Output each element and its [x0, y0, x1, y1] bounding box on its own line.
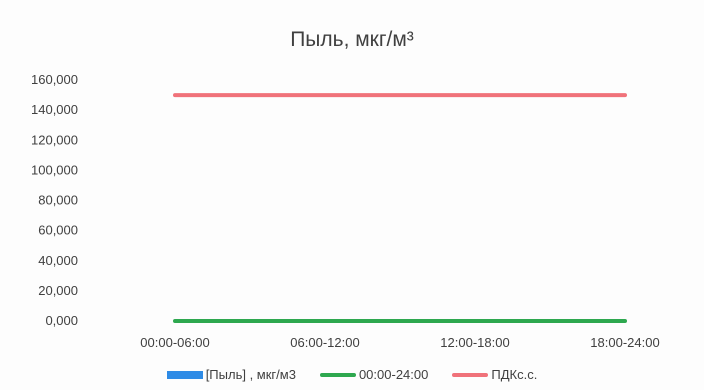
y-tick-label: 100,000 [31, 162, 78, 177]
legend-item-daily: 00:00-24:00 [319, 367, 429, 382]
x-tick-label: 12:00-18:00 [440, 335, 509, 350]
legend-swatch-pdk [452, 372, 489, 377]
y-tick-label: 160,000 [31, 72, 78, 87]
legend-item-pdk: ПДКс.с. [452, 367, 537, 382]
legend-swatch-daily [319, 372, 356, 377]
y-tick-label: 40,000 [38, 253, 78, 268]
legend-label-daily: 00:00-24:00 [358, 367, 429, 382]
y-tick-label: 80,000 [38, 193, 78, 208]
y-tick-label: 0,000 [45, 313, 78, 328]
y-tick-label: 20,000 [38, 283, 78, 298]
y-tick-label: 60,000 [38, 223, 78, 238]
legend-item-dust: [Пыль] , мкг/м3 [166, 367, 296, 382]
legend-label-dust: [Пыль] , мкг/м3 [205, 367, 296, 382]
x-tick-label: 00:00-06:00 [140, 335, 209, 350]
x-tick-label: 18:00-24:00 [590, 335, 659, 350]
legend-swatch-dust [166, 370, 203, 379]
x-tick-label: 06:00-12:00 [290, 335, 359, 350]
legend-label-pdk: ПДКс.с. [491, 367, 538, 382]
y-tick-label: 140,000 [31, 102, 78, 117]
chart-title: Пыль, мкг/м³ [290, 28, 414, 51]
legend: [Пыль] , мкг/м3 00:00-24:00 ПДКс.с. [0, 367, 704, 382]
y-tick-label: 120,000 [31, 132, 78, 147]
